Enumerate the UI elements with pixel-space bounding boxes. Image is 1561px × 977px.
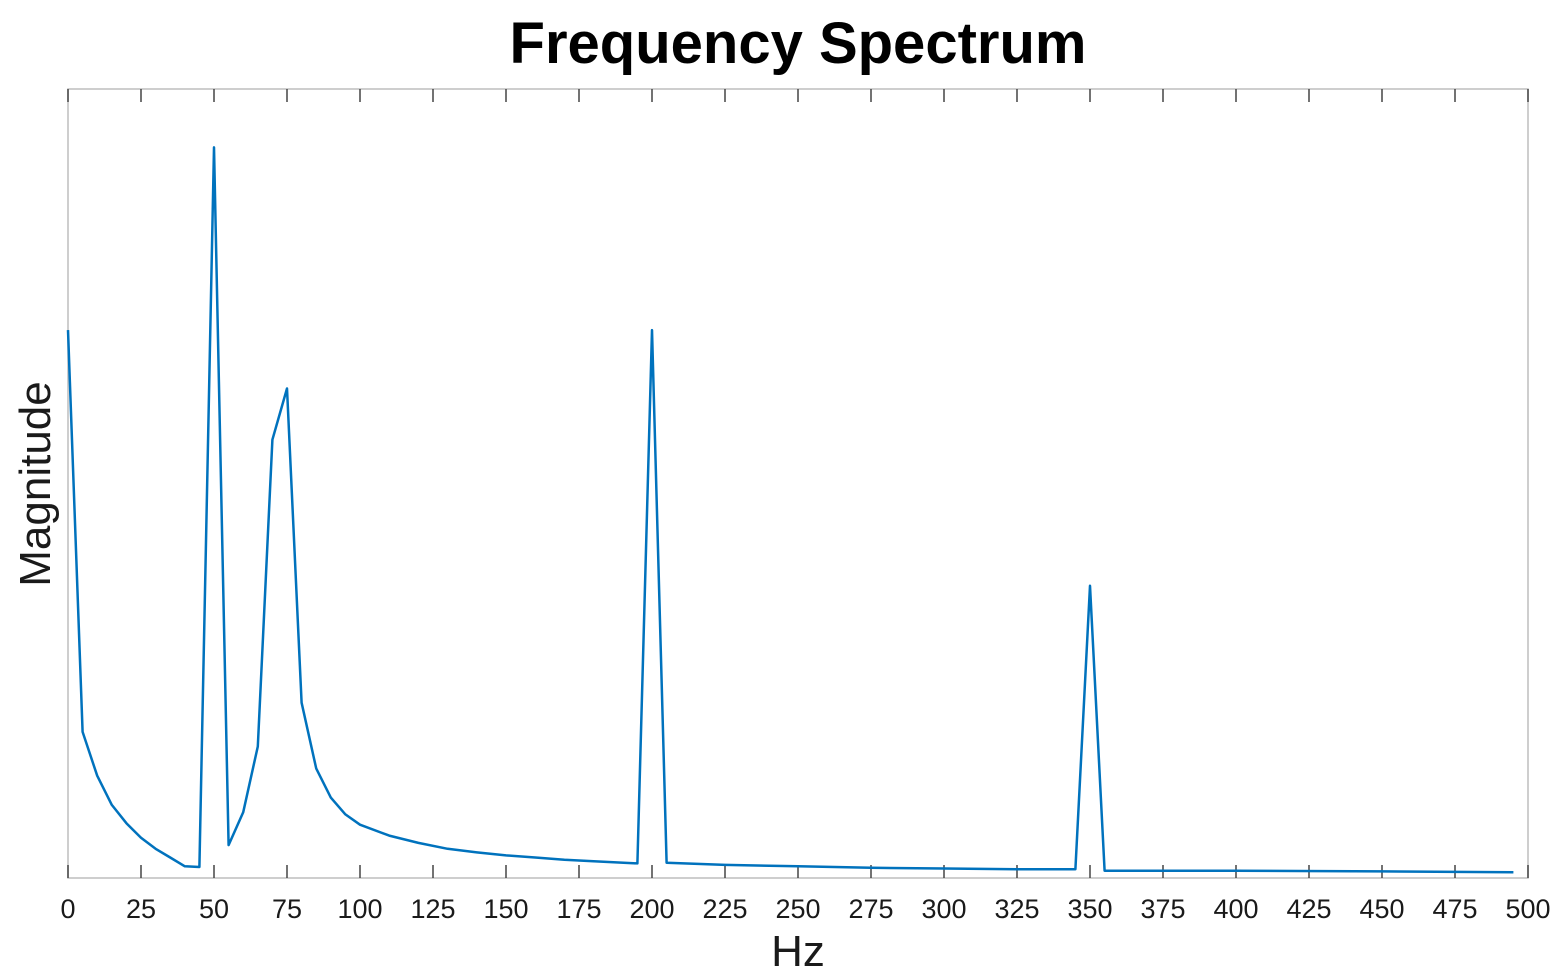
x-tick-label: 125 (410, 894, 455, 924)
x-tick-label: 250 (775, 894, 820, 924)
x-tick-label: 425 (1286, 894, 1331, 924)
x-tick-label: 25 (126, 894, 156, 924)
x-tick-label: 275 (848, 894, 893, 924)
magnitude-series-line (66, 146, 1514, 874)
x-tick-label: 325 (994, 894, 1039, 924)
x-tick-label: 400 (1213, 894, 1258, 924)
x-axis-label: Hz (771, 927, 825, 976)
x-tick-label: 150 (483, 894, 528, 924)
x-tick-label: 50 (199, 894, 229, 924)
x-tick-label: 0 (60, 894, 75, 924)
x-tick-label: 200 (629, 894, 674, 924)
x-tick-label: 500 (1505, 894, 1550, 924)
chart-title: Frequency Spectrum (510, 11, 1087, 76)
x-tick-label: 450 (1359, 894, 1404, 924)
x-tick-label: 75 (272, 894, 302, 924)
plot-area-frame (67, 88, 1529, 879)
x-tick-label: 375 (1140, 894, 1185, 924)
x-tick-label: 350 (1067, 894, 1112, 924)
x-tick-label: 175 (556, 894, 601, 924)
x-tick-label: 300 (921, 894, 966, 924)
x-axis-tick-labels: 0 25 50 75 100 125 150 175 200 225 250 275 300 325 350… (60, 894, 1550, 924)
x-tick-label: 475 (1432, 894, 1477, 924)
x-axis-ticks (67, 89, 1529, 878)
x-tick-label: 225 (702, 894, 747, 924)
y-axis-label: Magnitude (11, 381, 60, 586)
x-tick-label: 100 (337, 894, 382, 924)
